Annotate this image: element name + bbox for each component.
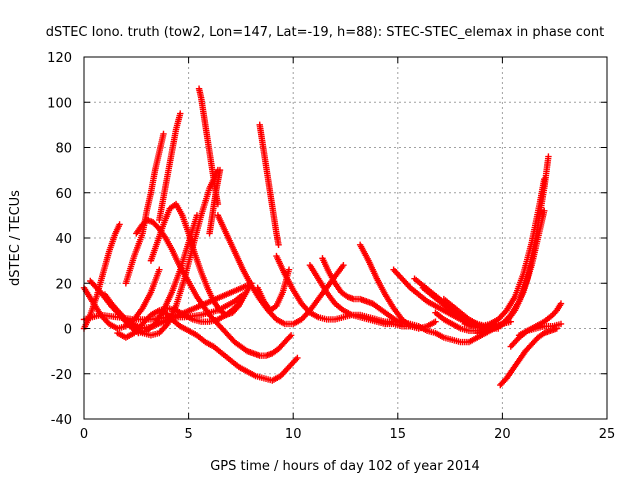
series-20 — [356, 241, 439, 332]
data-point — [216, 166, 224, 174]
data-point — [156, 266, 163, 273]
y-tick-label: 100 — [47, 96, 72, 111]
data-point — [432, 318, 439, 325]
x-tick-label: 10 — [285, 427, 302, 442]
series-6 — [122, 130, 167, 287]
y-tick-label: 0 — [64, 323, 72, 338]
series-13 — [206, 166, 224, 237]
series-29 — [486, 207, 548, 332]
x-tick-label: 20 — [494, 427, 511, 442]
data-point — [116, 221, 123, 228]
y-tick-labels: -40 -20 0 20 40 60 80 100 120 — [47, 51, 72, 428]
y-tick-label: 20 — [55, 277, 72, 292]
grid-lines — [84, 57, 607, 419]
y-tick-label: 40 — [55, 232, 72, 247]
series-24 — [382, 318, 506, 346]
x-tick-label: 15 — [390, 427, 407, 442]
data-point — [285, 266, 293, 273]
y-tick-label: 120 — [47, 51, 72, 66]
series-17 — [273, 252, 397, 325]
data-points — [80, 85, 565, 389]
y-tick-label: -40 — [51, 413, 72, 428]
data-point — [275, 241, 282, 248]
data-point — [287, 332, 295, 339]
data-point — [294, 354, 301, 362]
data-point — [286, 333, 294, 340]
series-15 — [256, 121, 282, 248]
x-tick-labels: 0 5 10 15 20 25 — [80, 427, 615, 442]
series-19 — [319, 255, 408, 328]
series-30 — [497, 325, 560, 389]
data-point — [340, 261, 347, 269]
series-8 — [133, 216, 295, 359]
data-point — [545, 153, 552, 160]
y-tick-label: 80 — [55, 142, 72, 157]
data-point — [557, 320, 565, 328]
data-point — [160, 130, 167, 138]
data-point — [541, 207, 548, 215]
y-tick-label: -20 — [51, 368, 72, 383]
x-tick-label: 0 — [80, 427, 88, 442]
series-14 — [214, 212, 347, 328]
y-tick-label: 60 — [55, 187, 72, 202]
series-10 — [147, 200, 255, 319]
series-9 — [156, 110, 184, 224]
data-point — [557, 300, 565, 307]
axis-ticks — [83, 56, 608, 420]
data-point — [234, 304, 241, 311]
y-axis-label: dSTEC / TECUs — [8, 190, 23, 286]
data-point — [177, 110, 184, 117]
series-32 — [515, 300, 565, 339]
series-11 — [160, 307, 301, 384]
x-tick-label: 25 — [599, 427, 616, 442]
x-tick-label: 5 — [184, 427, 192, 442]
x-axis-label: GPS time / hours of day 102 of year 2014 — [210, 459, 480, 474]
chart-title: dSTEC Iono. truth (tow2, Lon=147, Lat=-1… — [46, 25, 604, 40]
